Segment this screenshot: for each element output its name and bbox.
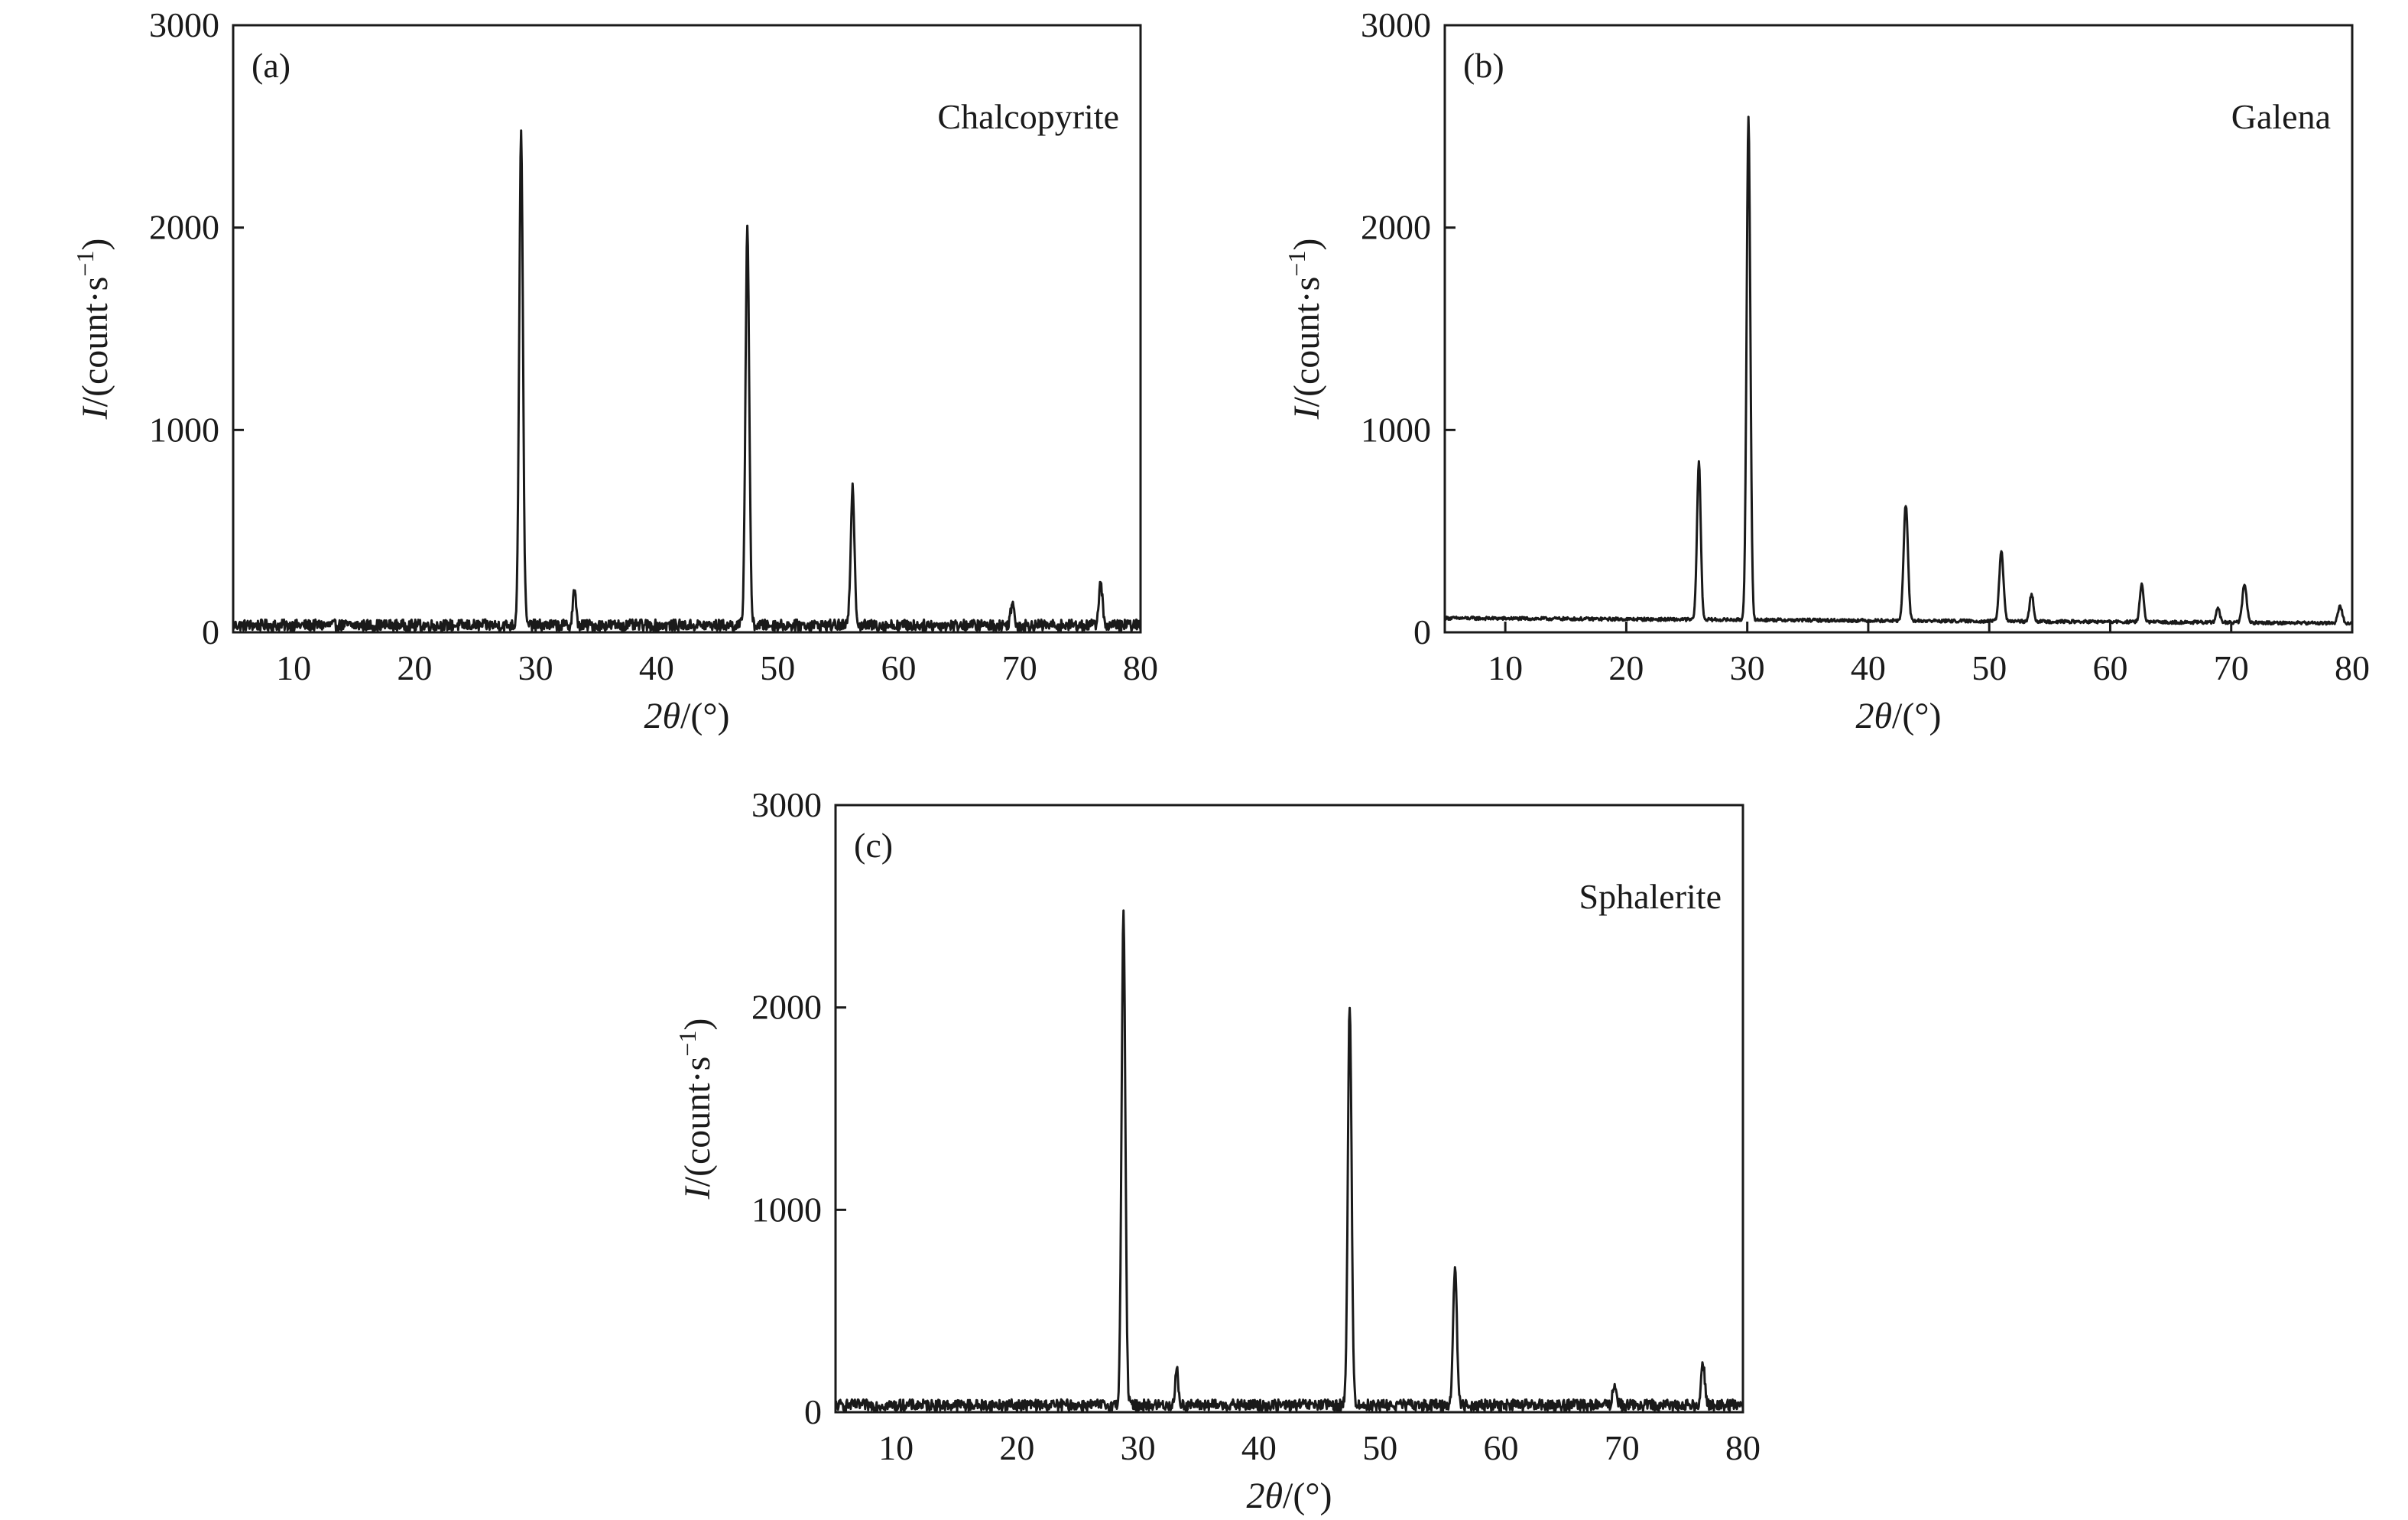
x-tick-label: 10 xyxy=(878,1428,914,1467)
x-tick-label: 60 xyxy=(1483,1428,1518,1467)
x-tick-label: 80 xyxy=(1725,1428,1761,1467)
x-tick-label: 80 xyxy=(2335,648,2370,687)
y-tick-label: 3000 xyxy=(1361,5,1431,44)
x-tick-label: 60 xyxy=(881,648,916,687)
x-tick-label: 70 xyxy=(1002,648,1037,687)
x-tick-label: 20 xyxy=(999,1428,1034,1467)
x-tick-label: 40 xyxy=(1241,1428,1277,1467)
y-tick-label: 2000 xyxy=(149,208,219,247)
x-tick-label: 50 xyxy=(1362,1428,1397,1467)
xrd-panel-2: 10 20 30 40 50 60 70 80 0 1000 2000 3000 2θ/(°) I/(co… xyxy=(1283,5,2370,736)
xrd-trace-galena xyxy=(1443,115,2354,626)
x-tick-label: 80 xyxy=(1123,648,1158,687)
y-tick-label: 0 xyxy=(1413,612,1431,651)
x-tick-label: 10 xyxy=(276,648,311,687)
panel-label: (b) xyxy=(1463,46,1504,85)
y-axis-label: I/(count·s−1) xyxy=(673,1018,718,1200)
x-tick-label: 50 xyxy=(760,648,795,687)
x-tick-label: 70 xyxy=(2214,648,2249,687)
x-tick-label: 60 xyxy=(2092,648,2127,687)
x-tick-label: 40 xyxy=(639,648,674,687)
y-tick-label: 0 xyxy=(202,612,219,651)
x-tick-label: 10 xyxy=(1488,648,1523,687)
x-axis-label: 2θ/(°) xyxy=(1246,1476,1332,1516)
x-tick-label: 40 xyxy=(1851,648,1886,687)
y-tick-label: 1000 xyxy=(149,410,219,449)
x-tick-label: 30 xyxy=(1121,1428,1156,1467)
xrd-panel-1: 10 20 30 40 50 60 70 80 0 1000 2000 3000 2θ/(°) I/(co… xyxy=(71,5,1158,736)
y-axis-label: I/(count·s−1) xyxy=(1283,239,1327,421)
y-axis-label: I/(count·s−1) xyxy=(71,239,115,421)
y-tick-label: 2000 xyxy=(1361,208,1431,247)
y-tick-label: 0 xyxy=(804,1392,822,1431)
y-tick-label: 1000 xyxy=(1361,410,1431,449)
xrd-trace-sphalerite xyxy=(835,909,1744,1412)
xrd-trace-chalcopyrite xyxy=(232,129,1142,632)
x-tick-label: 20 xyxy=(397,648,432,687)
series-label: Sphalerite xyxy=(1579,877,1722,916)
xrd-panel-3: 10 20 30 40 50 60 70 80 0 1000 2000 3000 2θ/(°) I/(co… xyxy=(673,785,1761,1516)
panel-label: (a) xyxy=(252,46,290,85)
x-tick-label: 70 xyxy=(1605,1428,1640,1467)
x-tick-label: 20 xyxy=(1608,648,1644,687)
x-tick-label: 30 xyxy=(1730,648,1765,687)
series-label: Galena xyxy=(2231,97,2331,136)
x-axis-label: 2θ/(°) xyxy=(1855,696,1941,736)
plot-frame xyxy=(1443,24,2354,634)
x-tick-label: 50 xyxy=(1972,648,2007,687)
plot-frame xyxy=(232,24,1142,634)
series-label: Chalcopyrite xyxy=(937,97,1119,136)
y-tick-label: 3000 xyxy=(751,785,822,824)
panel-label: (c) xyxy=(854,826,893,865)
y-tick-label: 3000 xyxy=(149,5,219,44)
x-axis-label: 2θ/(°) xyxy=(644,696,729,736)
plot-frame xyxy=(834,804,1744,1414)
y-tick-label: 1000 xyxy=(751,1190,822,1229)
y-tick-label: 2000 xyxy=(751,988,822,1027)
x-tick-label: 30 xyxy=(518,648,553,687)
